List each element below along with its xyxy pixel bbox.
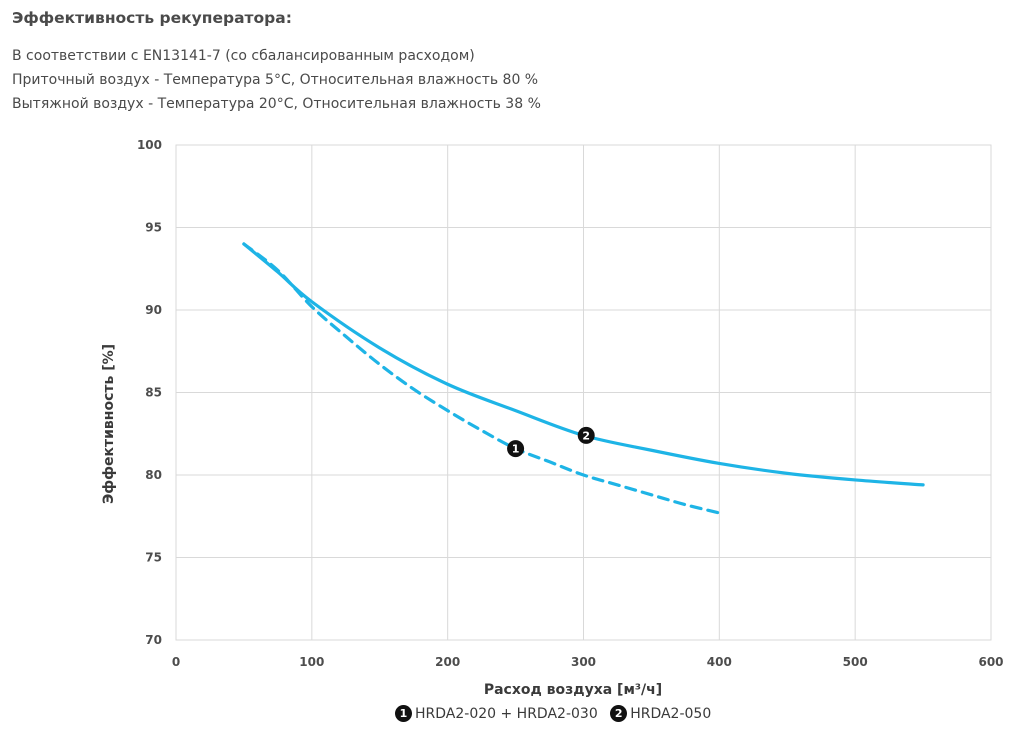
chart-legend: 1 HRDA2-020 + HRDA2-030 2 HRDA2-050	[395, 705, 719, 722]
description-line-standard: В соответствии с EN13141-7 (со сбалансир…	[12, 48, 475, 64]
legend-item-hrda2-020-030: 1 HRDA2-020 + HRDA2-030	[395, 705, 598, 722]
legend-item-hrda2-050: 2 HRDA2-050	[610, 705, 711, 722]
x-tick-label: 400	[707, 655, 732, 669]
series-marker-label-1: 1	[512, 443, 520, 456]
series-marker-label-2: 2	[582, 429, 590, 442]
chart-markers: 12	[507, 426, 595, 458]
description-line-exhaust-air: Вытяжной воздух - Температура 20°C, Отно…	[12, 96, 541, 112]
legend-marker-2: 2	[610, 705, 628, 722]
page-title: Эффективность рекуператора:	[12, 9, 292, 27]
series-marker-1	[507, 440, 525, 458]
chart-series	[242, 242, 925, 515]
x-tick-label: 100	[299, 655, 324, 669]
series-marker-2	[577, 426, 595, 444]
y-tick-label: 85	[145, 386, 162, 400]
description-line-supply-air: Приточный воздух - Температура 5°C, Отно…	[12, 72, 539, 88]
x-tick-label: 0	[172, 655, 180, 669]
x-axis-label: Расход воздуха [м³/ч]	[484, 682, 662, 698]
chart-grid	[175, 144, 992, 641]
x-tick-label: 200	[435, 655, 460, 669]
y-axis-label: Эффективность [%]	[101, 344, 117, 504]
x-tick-label: 500	[843, 655, 868, 669]
y-tick-label: 90	[145, 303, 162, 317]
y-tick-label: 95	[145, 221, 162, 235]
y-tick-label: 80	[145, 468, 162, 482]
series-line-2	[242, 242, 925, 487]
legend-label-1: HRDA2-020 + HRDA2-030	[415, 705, 598, 722]
y-tick-label: 70	[145, 633, 162, 647]
y-tick-label: 75	[145, 551, 162, 565]
x-tick-label: 300	[571, 655, 596, 669]
y-tick-label: 100	[137, 138, 162, 152]
legend-marker-1: 1	[395, 705, 412, 722]
chart-ticks: 0 100 200 300 400 500 600 70 75 80 85 90 95 100	[137, 138, 1004, 669]
legend-label-2: HRDA2-050	[630, 705, 712, 722]
series-line-1	[242, 242, 721, 515]
x-tick-label: 600	[978, 655, 1003, 669]
